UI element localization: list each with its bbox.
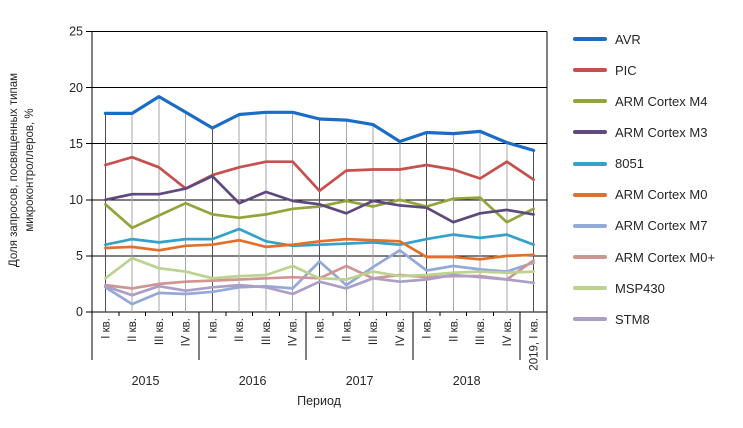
y-axis-title-line-2: микроконтроллеров, % [24, 108, 36, 232]
x-tick-label: I кв. [315, 318, 327, 339]
x-tick-label: IV кв. [288, 318, 300, 346]
chart-legend: AVR PIC ARM Cortex M4 ARM Cortex M3 8051 ARM … [573, 0, 743, 428]
legend-line-swatch [573, 68, 607, 73]
legend-line-swatch [573, 317, 607, 322]
y-tick-label: 15 [69, 137, 83, 151]
x-tick-label: IV кв. [395, 318, 407, 346]
legend-label: ARM Cortex M4 [615, 93, 708, 109]
year-label: 2015 [132, 374, 160, 388]
legend-label: AVR [615, 31, 641, 47]
legend-item-avr: AVR [573, 31, 641, 47]
x-tick-label: III кв. [154, 318, 166, 345]
x-tick-label: IV кв. [181, 318, 193, 346]
y-tick-label: 10 [69, 193, 83, 207]
x-tick-label: III кв. [261, 318, 273, 345]
series-line-arm-cortex-m7 [104, 248, 535, 306]
y-tick-label: 20 [69, 81, 83, 95]
legend-line-swatch [573, 286, 607, 291]
legend-label: MSP430 [615, 280, 665, 296]
legend-label: 8051 [615, 156, 644, 172]
legend-item-pic: PIC [573, 62, 637, 78]
legend-line-swatch [573, 255, 607, 260]
series-line-avr [103, 94, 536, 152]
legend-item-arm-cortex-m0: ARM Cortex M0 [573, 187, 707, 203]
x-tick-label: I кв. [422, 318, 434, 339]
x-tick-label: II кв. [341, 318, 353, 342]
y-tick-label: 0 [76, 305, 83, 319]
year-label: 2018 [453, 374, 481, 388]
legend-item-8051: 8051 [573, 156, 644, 172]
series-line-pic [104, 155, 535, 193]
x-tick-label: III кв. [368, 318, 380, 345]
series-line-8051 [104, 227, 535, 248]
x-tick-label: II кв. [234, 318, 246, 342]
legend-label: PIC [615, 62, 637, 78]
legend-line-swatch [573, 130, 607, 135]
legend-line-swatch [573, 37, 607, 41]
year-label: 2017 [346, 374, 374, 388]
series-line-msp430 [104, 256, 535, 281]
legend-item-arm-cortex-m7: ARM Cortex M7 [573, 218, 707, 234]
legend-item-arm-cortex-m0-: ARM Cortex M0+ [573, 249, 715, 265]
legend-line-swatch [573, 161, 607, 166]
legend-line-swatch [573, 192, 607, 197]
legend-label: ARM Cortex M3 [615, 124, 708, 140]
legend-label: ARM Cortex M0+ [615, 249, 716, 265]
x-tick-label: 2019, I кв. [529, 318, 541, 371]
legend-line-swatch [573, 223, 607, 228]
x-tick-label: II кв. [127, 318, 139, 342]
legend-item-arm-cortex-m4: ARM Cortex M4 [573, 93, 707, 109]
legend-label: ARM Cortex M0 [615, 187, 708, 203]
series-line-arm-cortex-m4 [104, 196, 535, 230]
x-tick-label: I кв. [207, 318, 219, 339]
legend-item-msp430: MSP430 [573, 280, 665, 296]
legend-label: ARM Cortex M7 [615, 218, 708, 234]
x-tick-label: III кв. [475, 318, 487, 345]
series-line-arm-cortex-m3 [104, 174, 535, 224]
legend-label: STM8 [615, 311, 650, 327]
y-axis-title-line-1: Доля запросов, посвященных типам [8, 72, 20, 268]
x-axis-title: Период [297, 394, 341, 408]
legend-item-arm-cortex-m3: ARM Cortex M3 [573, 124, 707, 140]
y-tick-label: 25 [69, 25, 83, 39]
x-tick-label: I кв. [100, 318, 112, 339]
year-label: 2016 [239, 374, 267, 388]
x-tick-label: II кв. [448, 318, 460, 342]
x-tick-label: IV кв. [502, 318, 514, 346]
legend-item-stm8: STM8 [573, 311, 650, 327]
series-line-arm-cortex-m0 [104, 237, 535, 261]
y-tick-label: 5 [76, 249, 83, 263]
series-line-stm8 [104, 273, 535, 297]
legend-line-swatch [573, 99, 607, 104]
